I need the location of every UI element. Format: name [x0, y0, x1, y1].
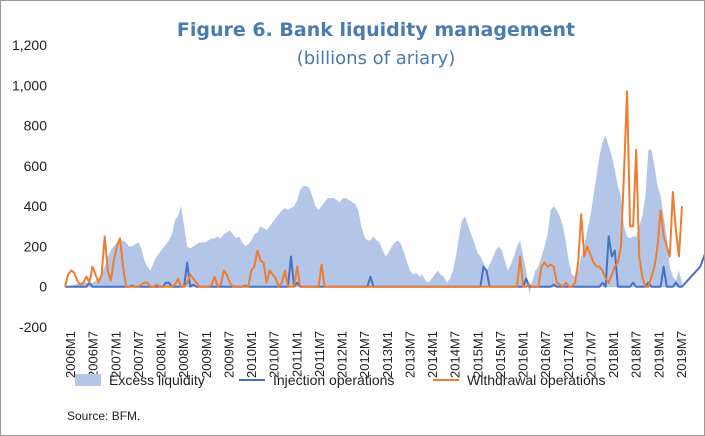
y-tick-label: 0 [39, 279, 47, 295]
chart-subtitle: (billions of ariary) [296, 48, 456, 69]
x-tick-label: 2011M1 [289, 331, 304, 377]
y-tick-label: 600 [24, 158, 48, 174]
x-tick-label: 2010M7 [267, 331, 282, 378]
x-tick-label: 2011M7 [312, 331, 327, 377]
x-tick-label: 2012M7 [357, 331, 372, 378]
legend-label-excess: Excess liquidity [109, 372, 205, 388]
x-tick-label: 2013M7 [402, 331, 417, 378]
x-tick-label: 2006M1 [63, 331, 78, 378]
y-tick-label: 400 [24, 198, 48, 214]
x-tick-label: 2014M1 [425, 331, 440, 378]
x-tick-label: 2007M1 [108, 331, 123, 378]
series-excess-liquidity-area [65, 135, 682, 295]
y-tick-label: 200 [24, 238, 48, 254]
legend-label-withdrawal: Withdrawal operations [467, 372, 606, 388]
x-tick-label: 2009M7 [221, 331, 236, 378]
legend-swatch-excess [75, 374, 101, 386]
x-tick-label: 2010M1 [244, 331, 259, 378]
y-tick-label: 1,200 [12, 37, 47, 53]
x-tick-label: 2015M7 [493, 331, 508, 378]
x-tick-label: 2017M1 [561, 331, 576, 378]
legend-item-withdrawal: Withdrawal operations [433, 372, 606, 388]
x-tick-label: 2019M1 [651, 331, 666, 378]
x-tick-label: 2012M1 [335, 331, 350, 378]
x-tick-label: 2014M7 [448, 331, 463, 378]
legend-swatch-withdrawal [433, 379, 459, 381]
x-tick-label: 2009M1 [199, 331, 214, 378]
x-tick-label: 2007M7 [131, 331, 146, 378]
x-tick-label: 2008M1 [154, 331, 169, 378]
x-tick-label: 2006M7 [86, 331, 101, 378]
source-note: Source: BFM. [67, 409, 141, 423]
legend-item-injection: Injection operations [239, 372, 394, 388]
y-tick-label: 1,000 [12, 77, 47, 93]
x-tick-label: 2019M7 [674, 331, 689, 378]
x-tick-label: 2017M7 [583, 331, 598, 378]
x-tick-label: 2013M1 [380, 331, 395, 378]
x-tick-label: 2018M1 [606, 331, 621, 378]
legend-item-excess: Excess liquidity [75, 372, 205, 388]
x-tick-label: 2018M7 [629, 331, 644, 378]
x-tick-label: 2008M7 [176, 331, 191, 378]
x-tick-label: 2015M1 [470, 331, 485, 378]
y-tick-label: -200 [19, 319, 47, 335]
legend-label-injection: Injection operations [273, 372, 395, 388]
chart-title: Figure 6. Bank liquidity management [176, 19, 576, 41]
x-tick-label: 2016M1 [516, 331, 531, 378]
x-tick-label: 2016M7 [538, 331, 553, 378]
chart-legend: Excess liquidity Injection operations Wi… [1, 372, 704, 392]
series-withdrawal-operations-line [64, 90, 683, 288]
y-tick-label: 800 [24, 118, 48, 134]
legend-swatch-injection [239, 379, 265, 381]
